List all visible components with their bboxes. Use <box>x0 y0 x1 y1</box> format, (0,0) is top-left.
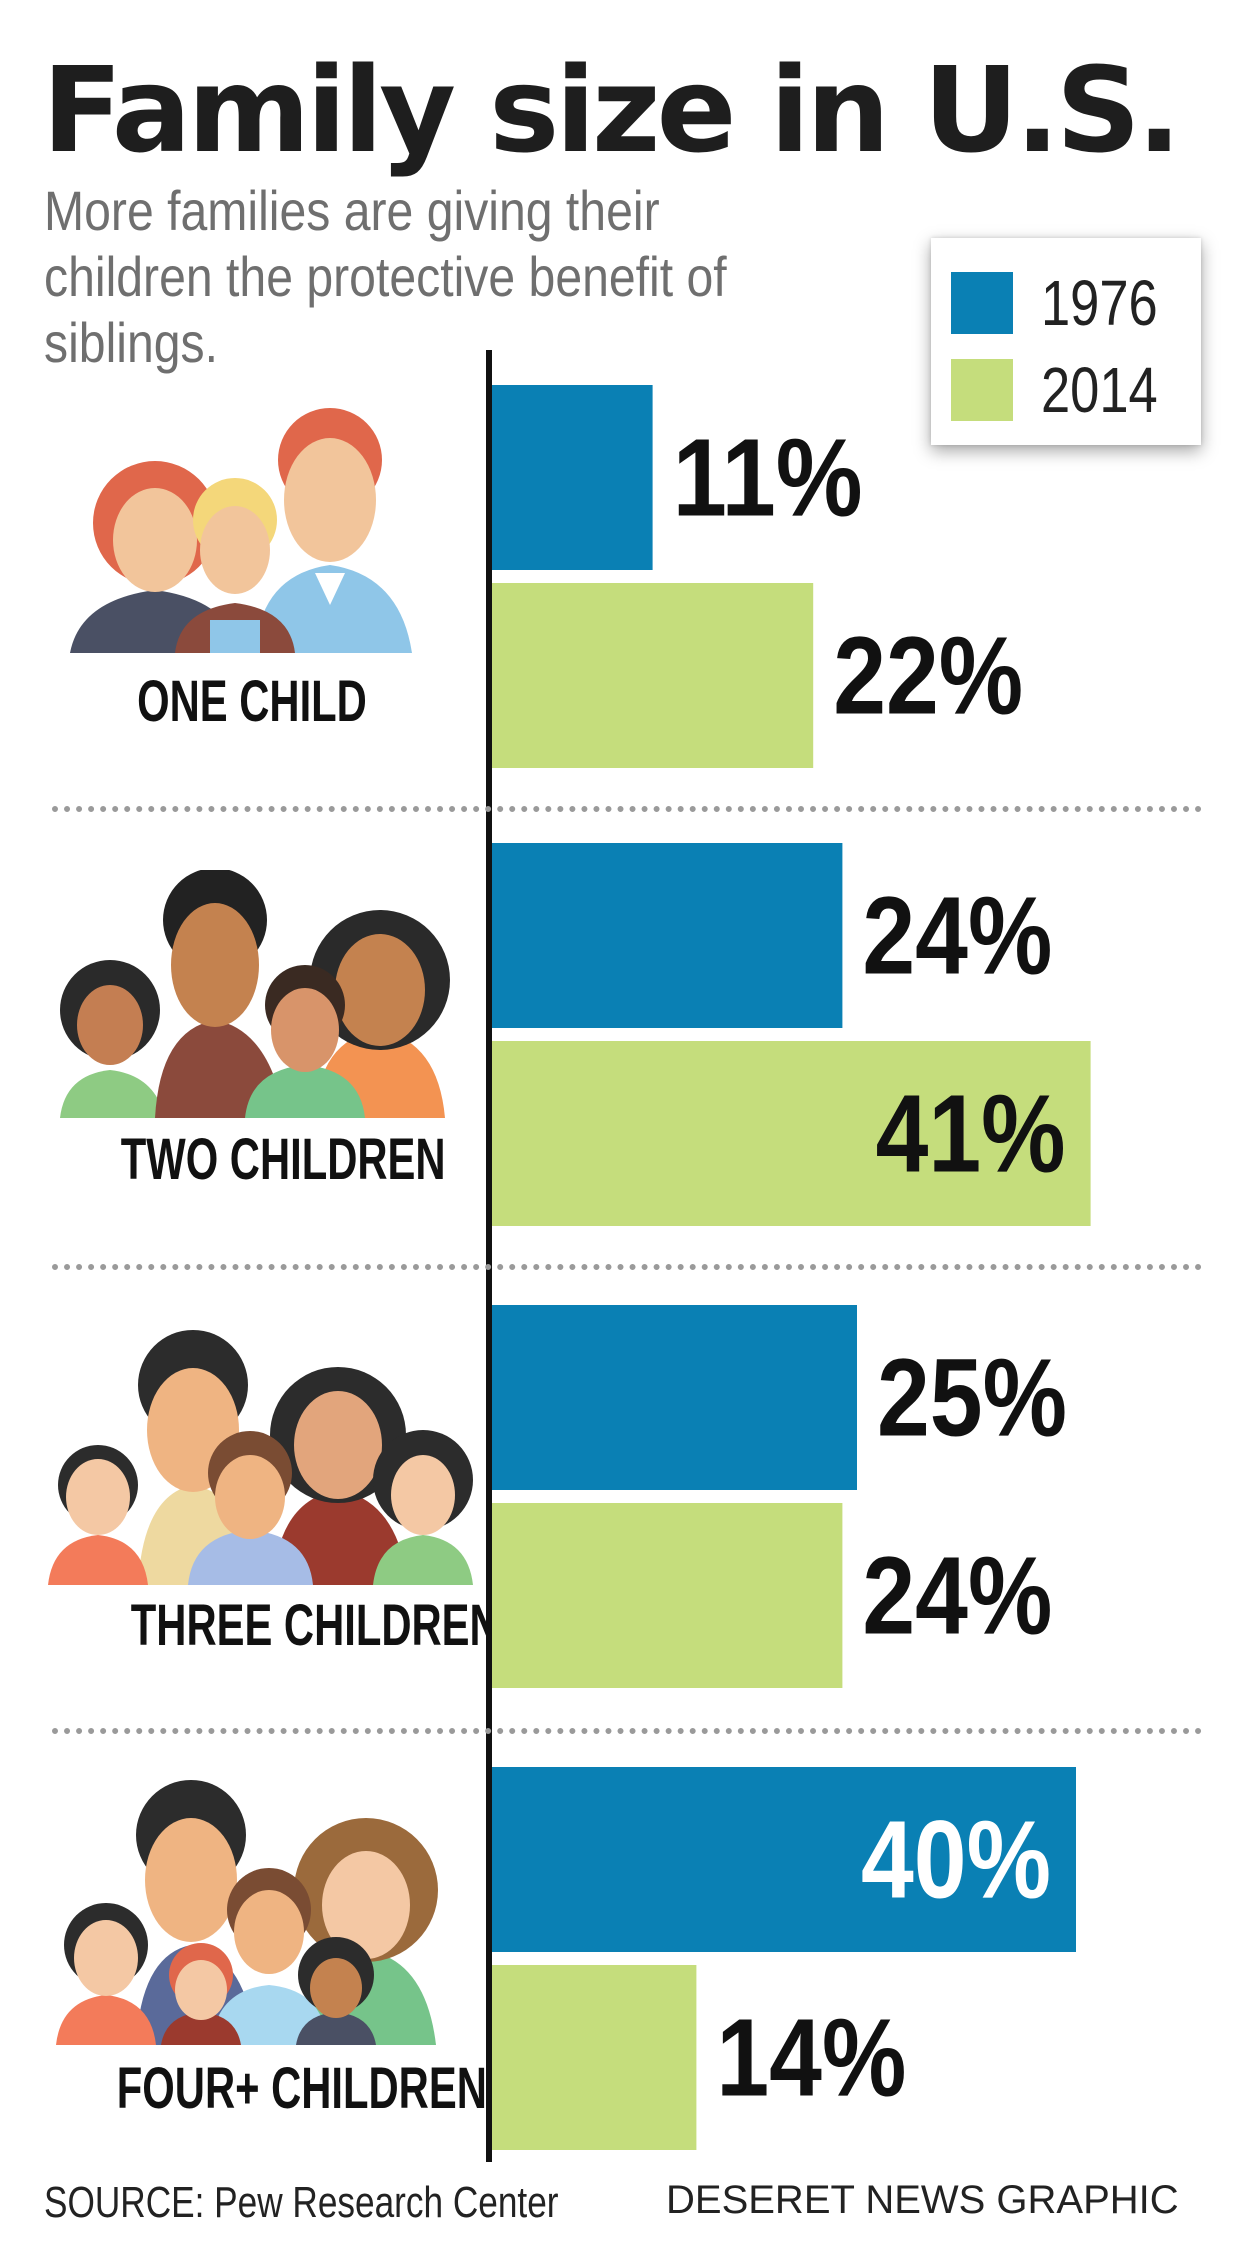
family-two-children-illustration-icon <box>60 870 450 1118</box>
family-four-children-illustration-icon <box>56 1780 438 2045</box>
bar-one-child-2014 <box>492 583 814 768</box>
value-label-three-children-1976: 25% <box>877 1337 1067 1460</box>
legend-swatch-1976 <box>951 272 1013 334</box>
value-label-three-children-2014: 24% <box>862 1535 1052 1658</box>
source-note: SOURCE: Pew Research Center <box>44 2178 559 2227</box>
bar-two-children-1976 <box>492 843 843 1028</box>
value-label-one-child-2014: 22% <box>833 615 1023 738</box>
value-label-four-children-2014: 14% <box>716 1997 906 2120</box>
legend-item-2014: 2014 <box>951 354 1183 426</box>
family-three-children-illustration-icon <box>48 1330 473 1585</box>
group-divider <box>52 1728 1202 1734</box>
family-one-child-illustration-icon <box>70 408 412 653</box>
legend-item-1976: 1976 <box>951 267 1183 339</box>
legend-label-1976: 1976 <box>1041 267 1158 339</box>
bar-two-children-2014 <box>492 1041 1091 1226</box>
credit-note: DESERET NEWS GRAPHIC <box>666 2178 1179 2222</box>
bar-three-children-2014 <box>492 1503 843 1688</box>
group-divider <box>52 806 1202 812</box>
bar-four-children-1976 <box>492 1767 1076 1952</box>
bar-one-child-1976 <box>492 385 653 570</box>
value-label-one-child-1976: 11% <box>673 417 863 540</box>
value-label-two-children-2014: 41% <box>876 1073 1066 1196</box>
group-divider <box>52 1264 1202 1270</box>
page-title: Family size in U.S. <box>42 41 1182 179</box>
bar-three-children-1976 <box>492 1305 857 1490</box>
group-label-one-child: ONE CHILD <box>137 669 367 734</box>
page-subtitle: More families are giving their children … <box>44 179 727 374</box>
legend: 1976 2014 <box>931 238 1201 445</box>
group-label-two-children: TWO CHILDREN <box>120 1127 446 1192</box>
legend-swatch-2014 <box>951 359 1013 421</box>
chart-axis-line <box>486 350 492 2162</box>
value-label-four-children-1976: 40% <box>861 1799 1051 1922</box>
bar-four-children-2014 <box>492 1965 697 2150</box>
legend-label-2014: 2014 <box>1041 354 1158 426</box>
value-label-two-children-1976: 24% <box>862 875 1052 998</box>
